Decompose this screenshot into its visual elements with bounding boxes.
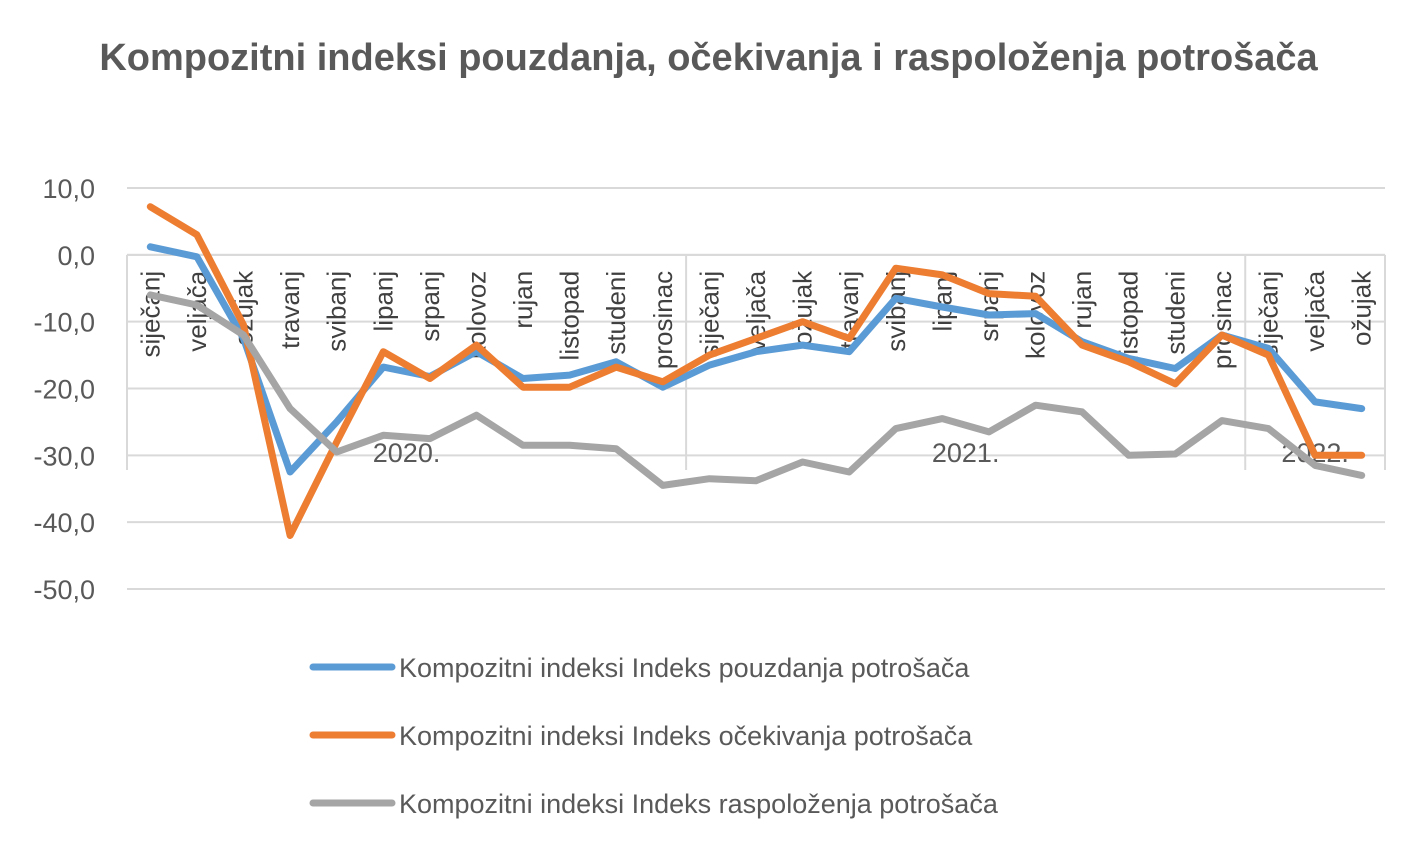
y-tick-label: -50,0 xyxy=(33,575,95,605)
month-label: srpanj xyxy=(415,271,445,342)
month-label: prosinac xyxy=(648,271,678,369)
y-tick-label: -40,0 xyxy=(33,508,95,538)
month-label: listopad xyxy=(555,271,585,361)
y-tick-label: -10,0 xyxy=(33,308,95,338)
month-label: srpanj xyxy=(974,271,1004,342)
month-label: siječanj xyxy=(694,271,724,358)
series-line xyxy=(146,243,1366,476)
legend-label: Kompozitni indeksi Indeks pouzdanja potr… xyxy=(399,653,970,683)
legend-label: Kompozitni indeksi Indeks očekivanja pot… xyxy=(399,721,973,751)
month-label: prosinac xyxy=(1207,271,1237,369)
month-label: rujan xyxy=(508,271,538,329)
series-line xyxy=(146,291,1366,489)
month-label: travanj xyxy=(275,271,305,349)
month-label: lipanj xyxy=(368,271,398,332)
y-tick-label: 10,0 xyxy=(42,174,95,204)
month-label: rujan xyxy=(1067,271,1097,329)
y-tick-label: -20,0 xyxy=(33,375,95,405)
month-label: listopad xyxy=(1114,271,1144,361)
month-label: siječanj xyxy=(135,271,165,358)
series-line xyxy=(146,203,1366,539)
month-label: studeni xyxy=(601,271,631,355)
month-label: veljača xyxy=(1300,270,1330,351)
y-tick-label: 0,0 xyxy=(57,241,95,271)
chart-title: Kompozitni indeksi pouzdanja, očekivanja… xyxy=(99,37,1318,79)
month-label: studeni xyxy=(1160,271,1190,355)
legend-label: Kompozitni indeksi Indeks raspoloženja p… xyxy=(399,789,999,819)
year-label: 2021. xyxy=(932,438,1000,468)
month-label: ožujak xyxy=(788,270,818,346)
year-label: 2020. xyxy=(373,438,441,468)
month-label: ožujak xyxy=(1347,270,1377,346)
month-label: svibanj xyxy=(322,271,352,352)
y-tick-label: -30,0 xyxy=(33,441,95,471)
